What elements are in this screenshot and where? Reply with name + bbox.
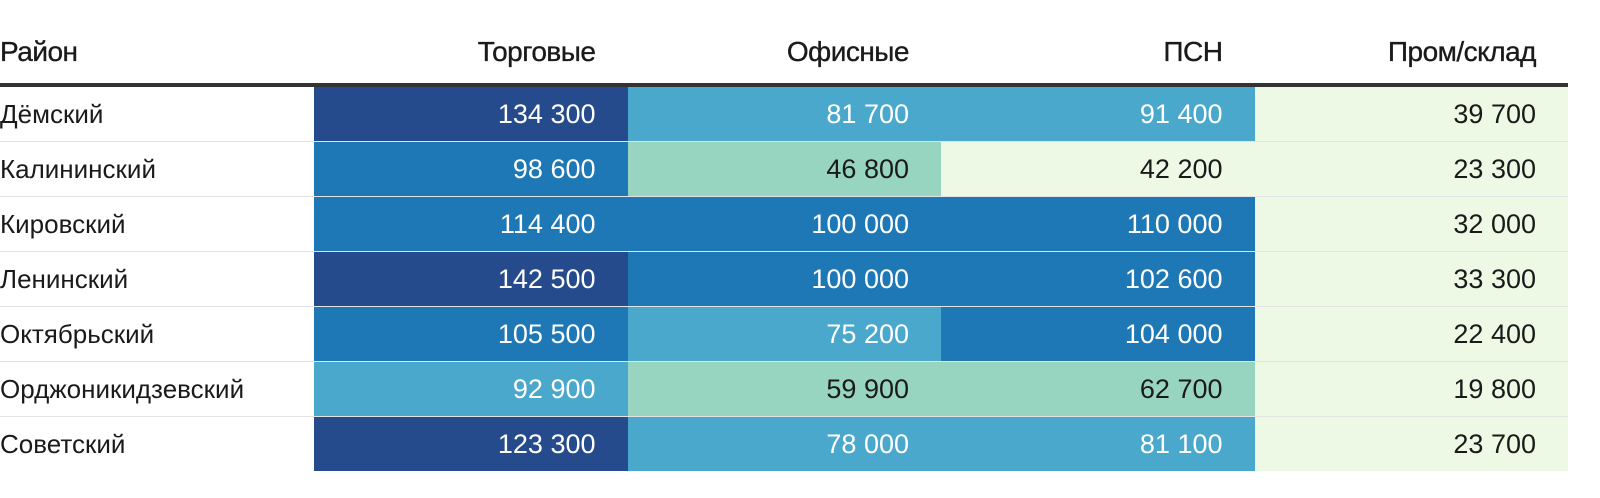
column-header-district[interactable]: Район: [0, 20, 314, 87]
district-name-cell: Кировский: [0, 196, 314, 252]
heat-cell: 123 300: [314, 416, 628, 471]
district-name-cell: Советский: [0, 428, 126, 459]
district-name-cell: Дёмский: [0, 85, 314, 142]
table-row: Орджоникидзевский 92 900 59 900 62 700 19 80…: [0, 361, 1568, 417]
heat-cell: 134 300: [314, 85, 628, 142]
column-header-retail[interactable]: Торговые: [314, 20, 628, 87]
district-name-cell: Ленинский: [0, 251, 314, 307]
heat-cell: 105 500: [314, 306, 628, 362]
district-name-cell: Орджоникидзевский: [0, 361, 314, 417]
table-body: Дёмский 134 300 81 700 91 400 39 700 Калининс…: [0, 85, 1568, 471]
heat-cell: 59 900: [627, 361, 941, 417]
column-header-office[interactable]: Офисные: [627, 20, 941, 87]
heat-cell: 81 700: [627, 85, 941, 142]
heat-cell: 33 300: [1254, 251, 1568, 307]
heat-cell: 110 000: [941, 196, 1255, 252]
heat-cell: 19 800: [1254, 361, 1568, 417]
table-row: Калининский 98 600 46 800 42 200 23 300: [0, 141, 1568, 197]
heat-cell: 100 000: [627, 196, 941, 252]
table-row: Октябрьский 105 500 75 200 104 000 22 400: [0, 306, 1568, 362]
column-header-industrial[interactable]: Пром/склад: [1254, 20, 1568, 87]
heat-cell: 81 100: [941, 416, 1255, 471]
heat-cell: 46 800: [627, 141, 941, 197]
heat-cell: 98 600: [314, 141, 628, 197]
heatmap-table: Район Торговые Офисные ПСН Пром/склад Дё…: [0, 20, 1568, 471]
heat-cell: 32 000: [1254, 196, 1568, 252]
heat-cell: 114 400: [314, 196, 628, 252]
heat-cell: 104 000: [941, 306, 1255, 362]
heat-cell: 142 500: [314, 251, 628, 307]
district-name-cell: Калининский: [0, 141, 314, 197]
table-row: Кировский 114 400 100 000 110 000 32 000: [0, 196, 1568, 252]
district-name-cell: Октябрьский: [0, 306, 314, 362]
heat-cell: 23 300: [1254, 141, 1568, 197]
heat-cell: 22 400: [1254, 306, 1568, 362]
heat-cell: 92 900: [314, 361, 628, 417]
heat-cell: 62 700: [941, 361, 1255, 417]
heat-cell: 75 200: [627, 306, 941, 362]
heat-cell: 39 700: [1254, 85, 1568, 142]
heat-cell: 100 000: [627, 251, 941, 307]
column-header-psn[interactable]: ПСН: [941, 20, 1255, 87]
heat-cell: 102 600: [941, 251, 1255, 307]
heat-cell: 42 200: [941, 141, 1255, 197]
table-row: Советский 123 300 78 000 81 100 23 700: [0, 416, 1568, 471]
heat-cell: 91 400: [941, 85, 1255, 142]
table-row: Дёмский 134 300 81 700 91 400 39 700: [0, 85, 1568, 142]
table-row: Ленинский 142 500 100 000 102 600 33 300: [0, 251, 1568, 307]
heat-cell: 23 700: [1254, 416, 1568, 471]
header-row: Район Торговые Офисные ПСН Пром/склад: [0, 20, 1568, 87]
heat-cell: 78 000: [627, 416, 941, 471]
